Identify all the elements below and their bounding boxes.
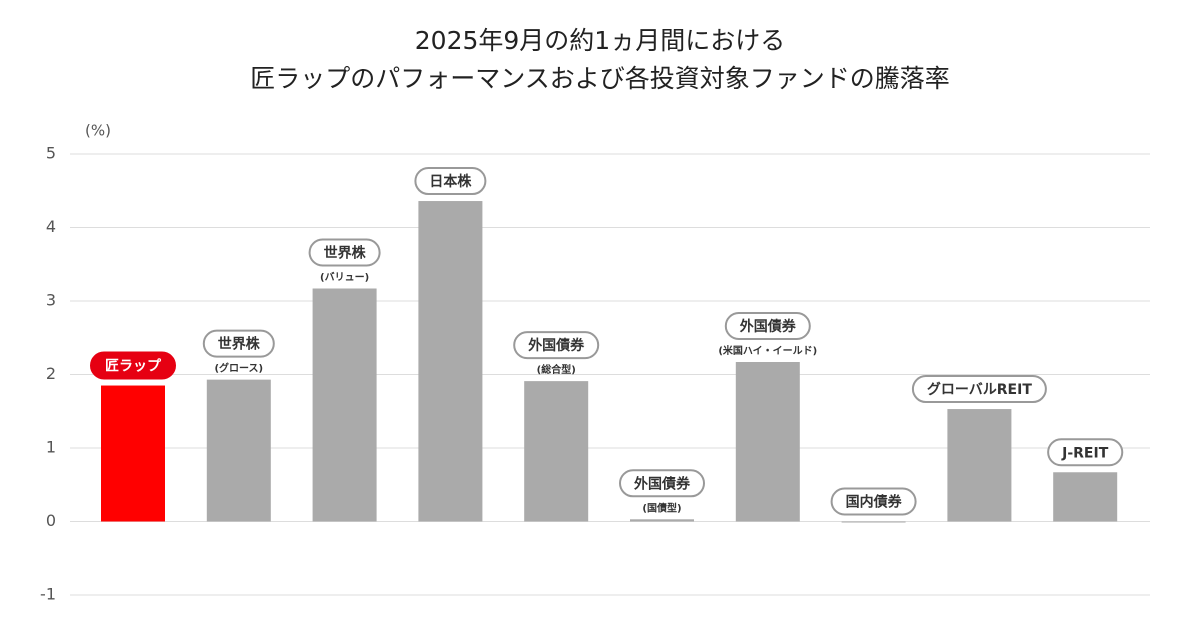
y-tick-label: 4 bbox=[46, 217, 56, 236]
y-tick-label: 5 bbox=[46, 144, 56, 163]
bar bbox=[312, 288, 377, 522]
chart-title: 2025年9月の約1ヵ月間における bbox=[415, 26, 785, 55]
label-pill bbox=[202, 329, 275, 358]
label-pill bbox=[911, 375, 1047, 404]
unit-label: (%) bbox=[85, 122, 111, 140]
bar bbox=[101, 385, 165, 522]
category-sublabel: (国債型) bbox=[642, 501, 681, 514]
category-label: 外国債券 bbox=[634, 475, 691, 492]
category-label: 外国債券 bbox=[740, 318, 797, 335]
bar bbox=[735, 362, 800, 522]
label-pill bbox=[414, 167, 487, 196]
label-pill bbox=[724, 312, 811, 341]
label-pill bbox=[1047, 438, 1124, 467]
label-pill bbox=[513, 331, 600, 360]
bar bbox=[947, 409, 1012, 522]
bar bbox=[418, 201, 483, 522]
category-sublabel: (米国ハイ・イールド) bbox=[718, 344, 817, 357]
label-pill bbox=[830, 487, 917, 516]
y-tick-label: -1 bbox=[40, 585, 56, 604]
bar bbox=[1053, 472, 1118, 522]
category-sublabel: (グロース) bbox=[214, 362, 263, 375]
category-label: J-REIT bbox=[1061, 445, 1109, 461]
label-pill bbox=[308, 238, 381, 267]
category-label: グローバルREIT bbox=[927, 381, 1032, 398]
bar bbox=[841, 521, 906, 523]
label-pill bbox=[90, 351, 176, 380]
bar bbox=[630, 519, 694, 522]
category-sublabel: (総合型) bbox=[537, 363, 576, 376]
category-label: 外国債券 bbox=[528, 337, 585, 354]
chart-title: 匠ラップのパフォーマンスおよび各投資対象ファンドの騰落率 bbox=[250, 64, 950, 93]
category-label: 国内債券 bbox=[846, 494, 903, 511]
bar bbox=[206, 379, 271, 522]
y-tick-label: 0 bbox=[46, 511, 56, 530]
category-label: 日本株 bbox=[429, 173, 472, 190]
category-sublabel: (バリュー) bbox=[320, 272, 369, 284]
y-tick-label: 3 bbox=[46, 291, 56, 310]
label-pill bbox=[619, 469, 705, 498]
y-tick-label: 1 bbox=[46, 438, 56, 457]
y-tick-label: 2 bbox=[46, 364, 56, 383]
category-label: 世界株 bbox=[324, 245, 367, 262]
category-label: 匠ラップ bbox=[105, 359, 162, 375]
category-label: 世界株 bbox=[218, 336, 261, 353]
bar bbox=[524, 381, 589, 522]
